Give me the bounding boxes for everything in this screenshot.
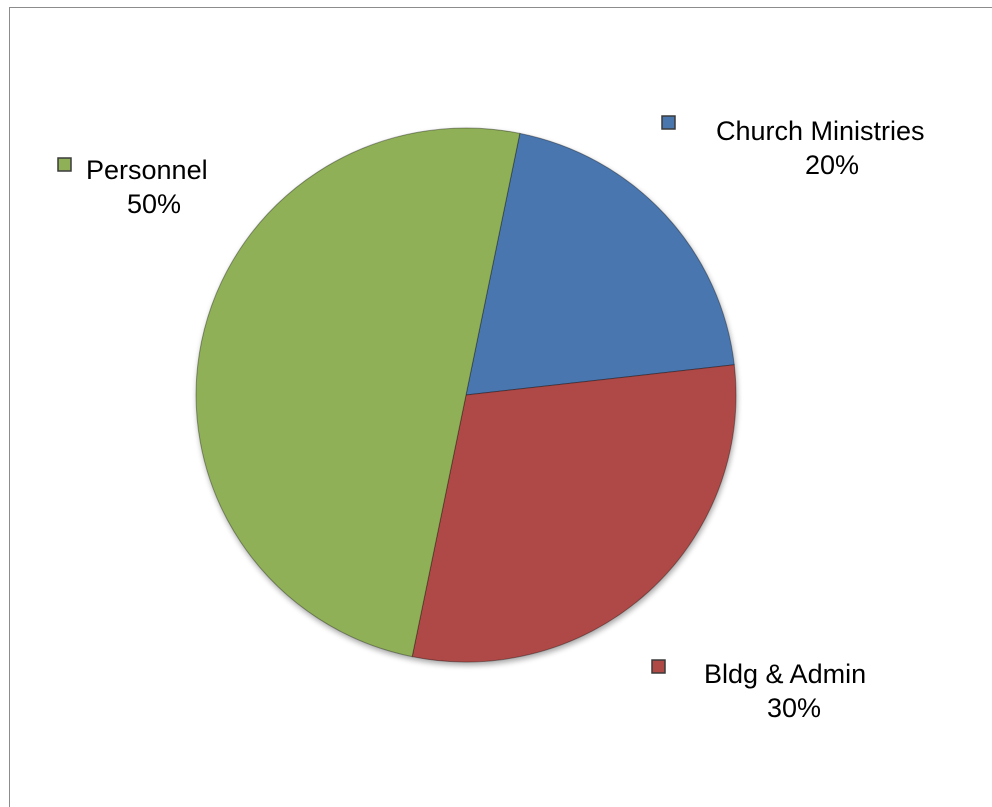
slice-percent-bldg-admin: 30% xyxy=(767,693,821,723)
chart-frame xyxy=(9,7,992,807)
pie-slice-bldg-admin xyxy=(411,364,737,663)
slice-label-church-ministries: Church Ministries xyxy=(716,116,925,146)
pie-labels: Church Ministries 20% Bldg & Admin 30% Perso… xyxy=(57,115,925,723)
slice-percent-church-ministries: 20% xyxy=(805,150,859,180)
pie-slice-church-ministries xyxy=(465,132,735,396)
legend-key-church-ministries xyxy=(661,115,676,130)
legend-key-personnel xyxy=(57,157,72,172)
pie-slices xyxy=(195,127,737,663)
slice-percent-personnel: 50% xyxy=(127,189,181,219)
legend-key-bldg-admin xyxy=(651,659,666,674)
slice-label-personnel: Personnel xyxy=(86,155,208,185)
pie-slice-personnel xyxy=(195,127,521,658)
slice-label-bldg-admin: Bldg & Admin xyxy=(704,659,866,689)
pie-chart: Church Ministries 20% Bldg & Admin 30% Perso… xyxy=(57,115,925,723)
